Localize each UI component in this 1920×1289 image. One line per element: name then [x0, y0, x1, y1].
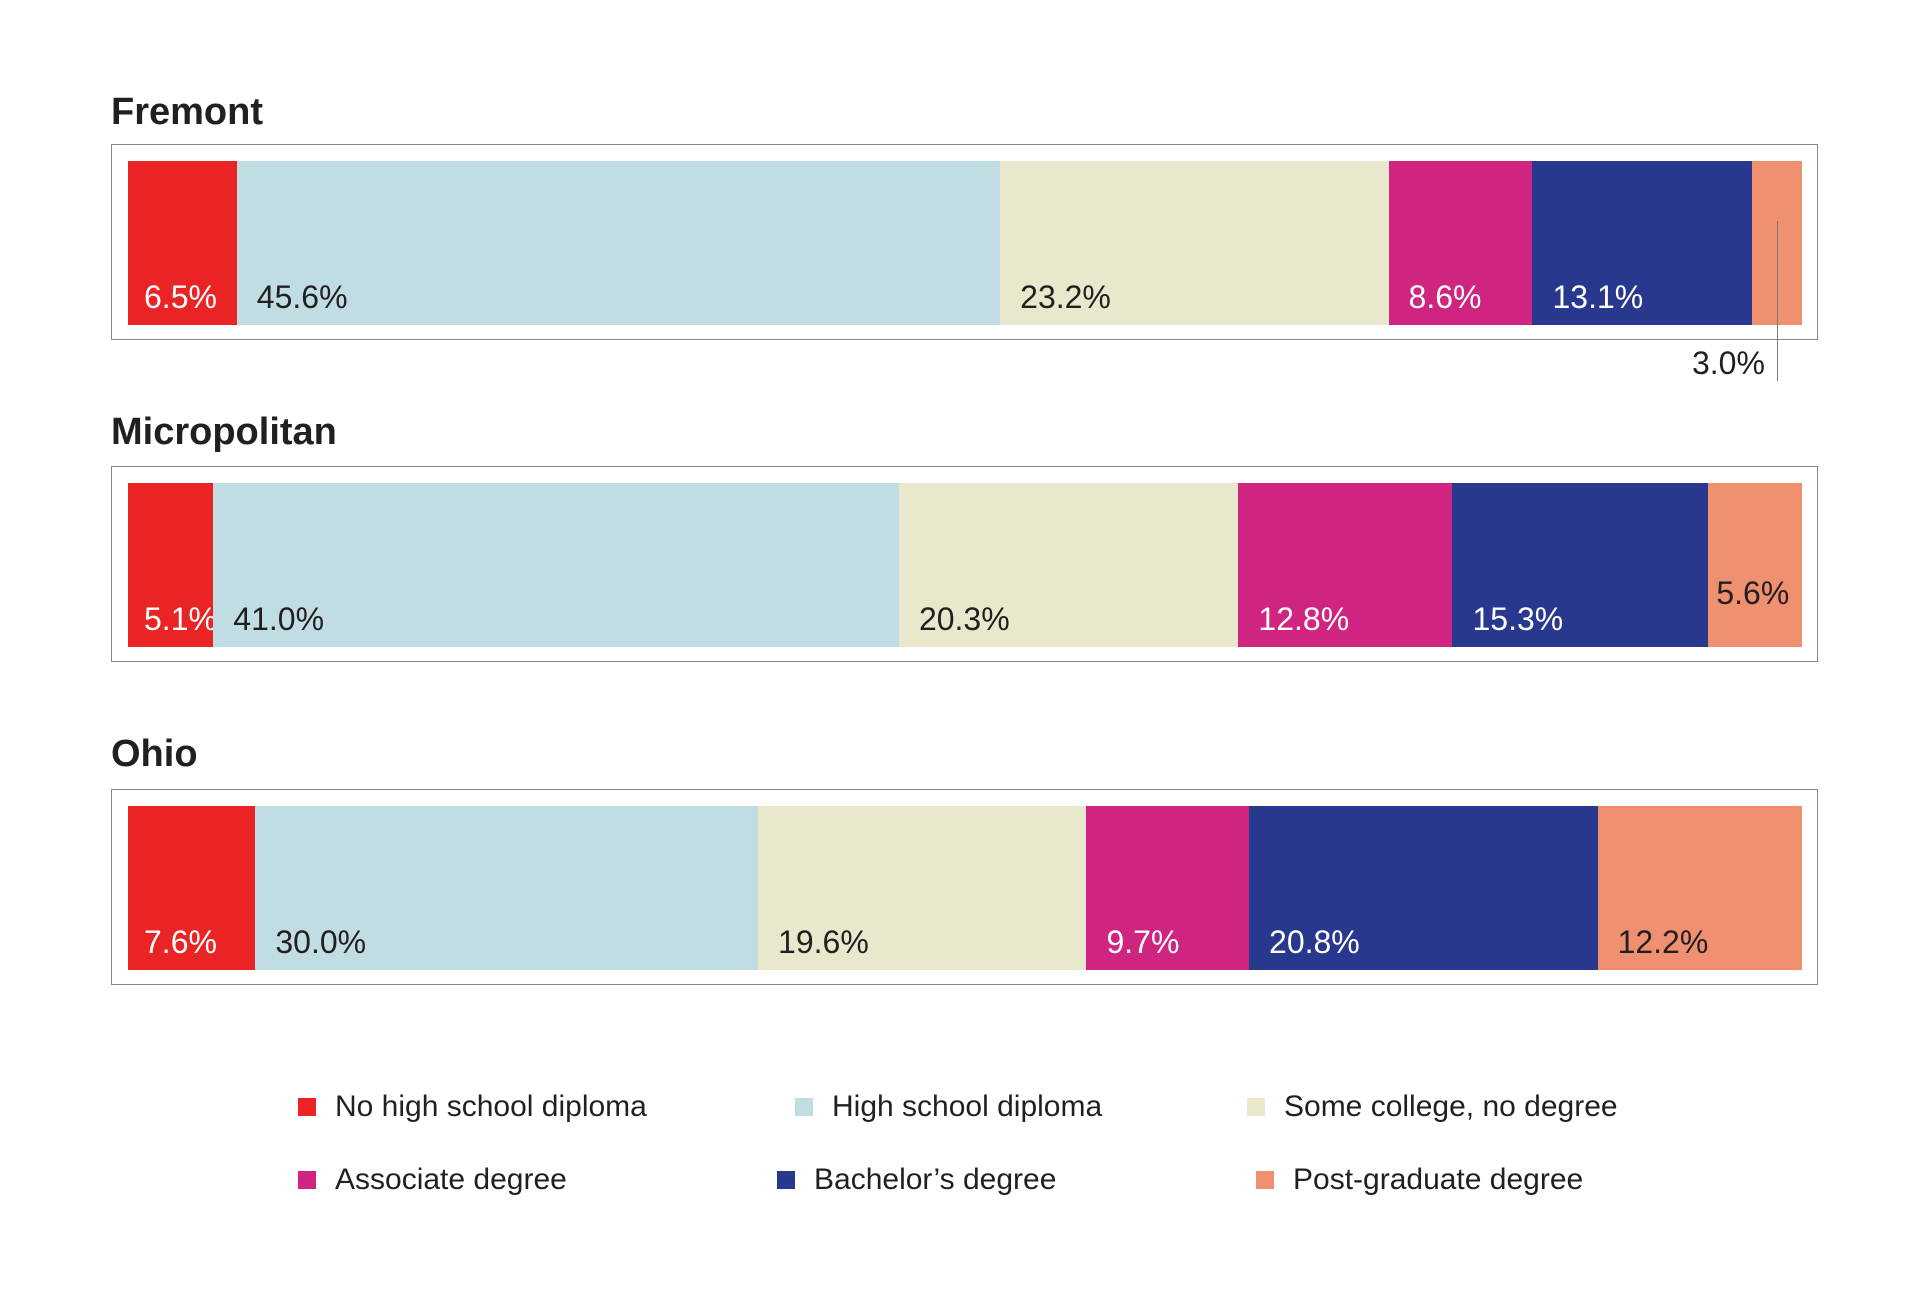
legend-swatch — [795, 1098, 813, 1116]
panel-title: Fremont — [111, 91, 263, 133]
stacked-bar: 5.1% 41.0% 20.3% 12.8% 15.3% 5.6% — [128, 483, 1802, 647]
data-label: 6.5% — [144, 279, 217, 315]
data-label: 41.0% — [233, 601, 325, 637]
bar-frame: 7.6% 30.0% 19.6% 9.7% 20.8% 12.2% — [111, 789, 1818, 985]
bar-segment — [128, 161, 237, 325]
legend-swatch — [1247, 1098, 1265, 1116]
leader-line — [1776, 221, 1779, 381]
legend-label: High school diploma — [832, 1090, 1103, 1123]
bar-segment — [128, 483, 214, 647]
bar-segment — [1388, 161, 1533, 325]
data-label: 20.3% — [918, 601, 1010, 637]
bar-segment — [1597, 806, 1802, 970]
legend-swatch — [298, 1171, 316, 1189]
data-label: 5.1% — [144, 601, 217, 637]
bar-segment — [1532, 161, 1752, 325]
legend-swatch — [777, 1171, 795, 1189]
stacked-bar: 6.5% 45.6% 23.2% 8.6% 13.1% 3.0% — [128, 161, 1802, 381]
data-label: 19.6% — [778, 924, 869, 960]
bar-segment — [213, 483, 899, 647]
bar-segment — [1238, 483, 1453, 647]
legend-label: Post-graduate degree — [1293, 1163, 1584, 1196]
legend-item: No high school diploma — [298, 1090, 647, 1124]
data-label: 7.6% — [144, 924, 217, 960]
data-label: 23.2% — [1020, 279, 1111, 315]
bar-segment — [255, 806, 759, 970]
bar-segment — [758, 806, 1087, 970]
legend-swatch — [1256, 1171, 1274, 1189]
legend-item: Associate degree — [298, 1163, 567, 1197]
data-label: 12.8% — [1258, 601, 1350, 637]
data-label: 5.6% — [1716, 575, 1790, 611]
bar-segment — [1708, 483, 1802, 647]
data-label: 30.0% — [275, 924, 367, 960]
data-label: 13.1% — [1552, 279, 1644, 315]
data-label: 15.3% — [1472, 601, 1564, 637]
legend-item: Bachelor’s degree — [777, 1163, 1056, 1197]
stacked-bar: 7.6% 30.0% 19.6% 9.7% 20.8% 12.2% — [128, 806, 1802, 970]
data-label: 3.0% — [1691, 345, 1765, 381]
bar-segment — [1000, 161, 1389, 325]
panel-title: Ohio — [111, 733, 198, 775]
data-label: 20.8% — [1269, 924, 1360, 960]
legend-item: Some college, no degree — [1247, 1090, 1618, 1124]
bar-segment — [898, 483, 1239, 647]
legend-label: No high school diploma — [335, 1090, 647, 1123]
bar-frame: 5.1% 41.0% 20.3% 12.8% 15.3% 5.6% — [111, 466, 1818, 662]
bar-segment — [1452, 483, 1709, 647]
legend-label: Bachelor’s degree — [814, 1163, 1057, 1196]
bar-segment — [236, 161, 1001, 325]
legend-label: Associate degree — [335, 1163, 567, 1196]
legend-label: Some college, no degree — [1284, 1090, 1618, 1123]
bar-segment — [128, 806, 256, 970]
bar-segment — [1086, 806, 1250, 970]
panel-title: Micropolitan — [111, 411, 337, 453]
data-label: 8.6% — [1408, 279, 1482, 315]
legend-item: Post-graduate degree — [1256, 1163, 1583, 1197]
data-label: 12.2% — [1617, 924, 1709, 960]
legend-item: High school diploma — [795, 1090, 1102, 1124]
data-label: 45.6% — [256, 279, 348, 315]
legend-swatch — [298, 1098, 316, 1116]
bar-frame: 6.5% 45.6% 23.2% 8.6% 13.1% 3.0% — [111, 144, 1818, 381]
data-label: 9.7% — [1106, 924, 1180, 960]
bar-segment — [1249, 806, 1598, 970]
